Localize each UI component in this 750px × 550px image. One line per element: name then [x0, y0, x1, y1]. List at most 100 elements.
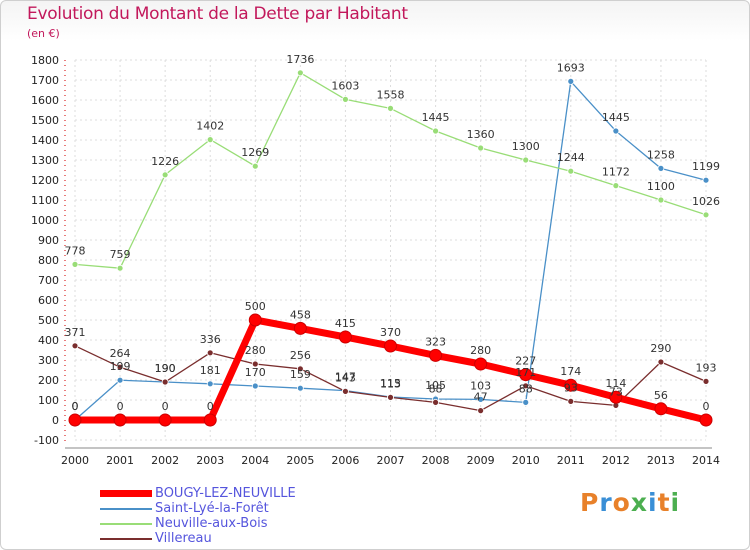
data-label: 147 — [335, 371, 356, 384]
data-label: 778 — [65, 244, 86, 257]
data-label: 500 — [245, 300, 266, 313]
data-label: 227 — [515, 355, 536, 368]
y-tick-label: 1100 — [31, 194, 59, 207]
data-point — [564, 378, 578, 392]
data-label: 1269 — [241, 146, 269, 159]
brand-letter: o — [612, 488, 631, 517]
data-label: 1736 — [286, 53, 314, 66]
data-label: 190 — [155, 362, 176, 375]
data-point — [477, 144, 485, 152]
brand-letter: P — [580, 488, 600, 517]
x-tick-label: 2012 — [602, 454, 630, 467]
y-tick-label: 300 — [38, 354, 59, 367]
data-label: 181 — [200, 364, 221, 377]
data-label: 336 — [200, 333, 221, 346]
brand-letter: i — [648, 488, 658, 517]
y-tick-label: 1000 — [31, 214, 59, 227]
legend-item-villereau[interactable]: Villereau — [100, 531, 360, 546]
data-point — [248, 313, 262, 327]
data-point — [612, 182, 620, 190]
data-point — [203, 413, 217, 427]
data-point — [654, 402, 668, 416]
y-tick-label: 400 — [38, 334, 59, 347]
grid — [74, 59, 707, 441]
data-label: 1360 — [467, 128, 495, 141]
legend-item-saint-lye[interactable]: Saint-Lyé-la-Forêt — [100, 501, 360, 516]
data-point — [609, 390, 623, 404]
legend-item-neuville[interactable]: Neuville-aux-Bois — [100, 516, 360, 531]
data-label: 114 — [605, 377, 626, 390]
series-points — [68, 69, 713, 427]
data-point — [477, 395, 485, 403]
data-label: 0 — [72, 400, 79, 413]
data-point — [477, 407, 485, 415]
data-label: 0 — [703, 400, 710, 413]
data-point — [522, 382, 530, 390]
data-label: 1226 — [151, 155, 179, 168]
legend-swatch-bougy — [100, 490, 152, 497]
legend-item-bougy[interactable]: BOUGY-LEZ-NEUVILLE — [100, 486, 360, 501]
x-tick-label: 2003 — [196, 454, 224, 467]
data-label: 159 — [290, 368, 311, 381]
y-tick-label: 1200 — [31, 174, 59, 187]
data-point — [702, 211, 710, 219]
data-point — [699, 413, 713, 427]
data-point — [657, 358, 665, 366]
y-tick-label: 0 — [52, 414, 59, 427]
data-point — [296, 69, 304, 77]
data-label: 47 — [474, 391, 488, 404]
data-label: 1558 — [377, 88, 405, 101]
legend-swatch-neuville — [100, 523, 152, 525]
data-label: 115 — [380, 377, 401, 390]
brand-letter: r — [599, 488, 613, 517]
data-label: 323 — [425, 335, 446, 348]
data-label: 1026 — [692, 195, 720, 208]
data-label: 105 — [425, 379, 446, 392]
data-label: 73 — [609, 385, 623, 398]
legend-label: Villereau — [155, 531, 212, 546]
y-tick-label: 800 — [38, 254, 59, 267]
data-label: 0 — [207, 400, 214, 413]
data-point — [206, 136, 214, 144]
x-tick-label: 2010 — [512, 454, 540, 467]
data-point — [116, 363, 124, 371]
data-label: 1100 — [647, 180, 675, 193]
data-label: 1445 — [602, 111, 630, 124]
data-label: 143 — [335, 371, 356, 384]
x-tick-label: 2014 — [692, 454, 720, 467]
data-label: 193 — [696, 361, 717, 374]
data-label: 280 — [245, 344, 266, 357]
x-tick-label: 2011 — [557, 454, 585, 467]
data-label: 113 — [380, 377, 401, 390]
data-point — [296, 384, 304, 392]
y-tick-label: 900 — [38, 234, 59, 247]
data-label: 0 — [117, 400, 124, 413]
chart-subtitle: (en €) — [27, 27, 60, 40]
data-point — [387, 105, 394, 112]
y-tick-label: -100 — [34, 434, 59, 447]
data-label: 1258 — [647, 148, 675, 161]
chart-title: Evolution du Montant de la Dette par Hab… — [27, 4, 408, 24]
data-point — [158, 413, 172, 427]
data-point — [293, 321, 307, 335]
data-label: 1603 — [331, 79, 359, 92]
data-point — [342, 387, 349, 395]
y-tick-label: 1600 — [31, 94, 59, 107]
data-label: 1693 — [557, 61, 585, 74]
data-label: 171 — [515, 366, 536, 379]
data-point — [522, 398, 530, 406]
data-label: 1300 — [512, 140, 540, 153]
x-tick-label: 2004 — [241, 454, 269, 467]
data-point — [522, 156, 530, 164]
y-tick-label: 1400 — [31, 134, 59, 147]
data-label: 103 — [470, 379, 491, 392]
data-point — [338, 330, 352, 344]
x-tick-label: 2006 — [331, 454, 359, 467]
data-label: 1199 — [692, 160, 720, 173]
data-label: 170 — [245, 366, 266, 379]
data-label: 0 — [162, 400, 169, 413]
legend-label: BOUGY-LEZ-NEUVILLE — [155, 486, 296, 501]
data-label: 0 — [72, 400, 79, 413]
legend: BOUGY-LEZ-NEUVILLE Saint-Lyé-la-Forêt Ne… — [100, 486, 360, 546]
